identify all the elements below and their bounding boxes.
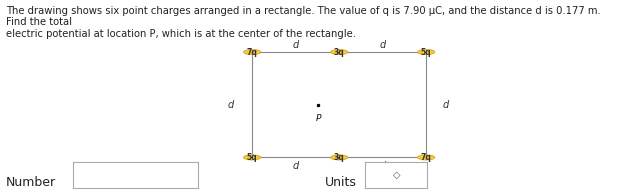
Circle shape <box>417 49 435 55</box>
Circle shape <box>243 155 261 160</box>
Text: 3q: 3q <box>334 153 344 162</box>
Text: 3q: 3q <box>334 48 344 57</box>
Text: d: d <box>442 100 449 110</box>
Text: d: d <box>379 40 386 51</box>
Text: d: d <box>227 100 233 110</box>
Circle shape <box>331 155 348 160</box>
Circle shape <box>331 49 348 55</box>
Circle shape <box>417 155 435 160</box>
Circle shape <box>243 49 261 55</box>
Text: The drawing shows six point charges arranged in a rectangle. The value of q is 7: The drawing shows six point charges arra… <box>6 6 601 39</box>
Text: i: i <box>64 170 68 180</box>
Text: d: d <box>293 161 299 171</box>
Text: 5q: 5q <box>246 153 258 162</box>
Text: 7q: 7q <box>421 153 432 162</box>
Text: Number: Number <box>6 176 56 189</box>
Text: 7q: 7q <box>246 48 258 57</box>
Text: d: d <box>379 161 386 171</box>
Text: P: P <box>316 113 321 123</box>
Text: d: d <box>293 40 299 51</box>
Text: 5q: 5q <box>421 48 432 57</box>
Text: Units: Units <box>324 176 356 189</box>
Text: ◇: ◇ <box>392 170 400 180</box>
